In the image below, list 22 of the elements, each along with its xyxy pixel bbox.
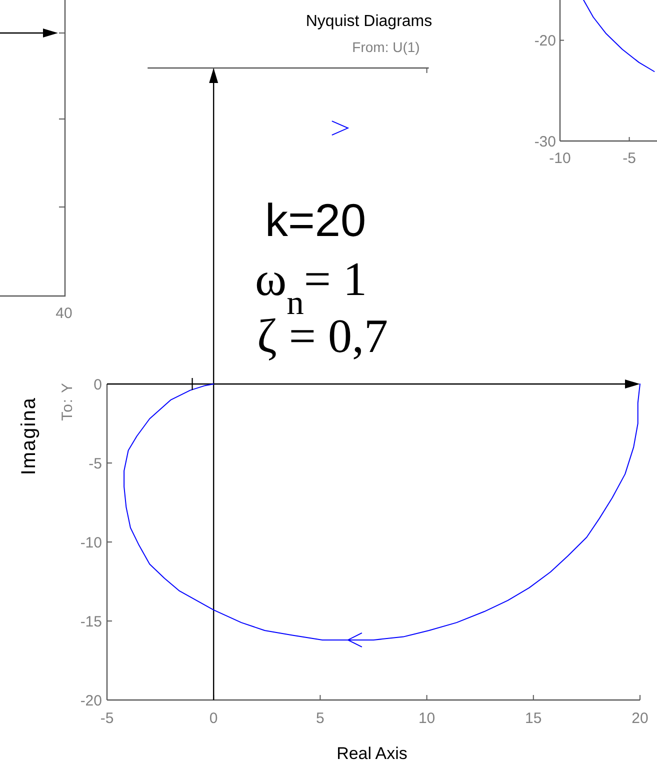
text: 40	[56, 305, 72, 322]
x-tick-label: 10	[418, 710, 436, 727]
chart-title: Nyquist Diagrams	[306, 13, 432, 30]
y-tick-label: -20	[534, 32, 556, 50]
line-series	[583, 0, 655, 72]
x-tick-label: 20	[632, 710, 648, 727]
text: k=20	[265, 194, 366, 246]
text: To: Y	[59, 382, 76, 421]
y-tick-label: -15	[80, 613, 102, 630]
y-tick-label: -30	[534, 133, 556, 150]
x-axis-title: Real Axis	[336, 744, 408, 763]
y-tick-label: -5	[88, 455, 102, 472]
y-tick-label: 0	[94, 376, 102, 394]
x-tick-label: 15	[525, 710, 542, 727]
y-tick-label: -10	[80, 534, 102, 552]
chart-subtitle: From: U(1)	[352, 39, 420, 55]
x-tick-label: -5	[100, 710, 114, 727]
x-tick-label: 0	[209, 710, 218, 727]
y-axis-title: Imagina	[18, 397, 40, 476]
line-series	[124, 384, 640, 640]
x-tick-label: 5	[316, 710, 324, 727]
y-tick-label: -20	[80, 692, 102, 710]
